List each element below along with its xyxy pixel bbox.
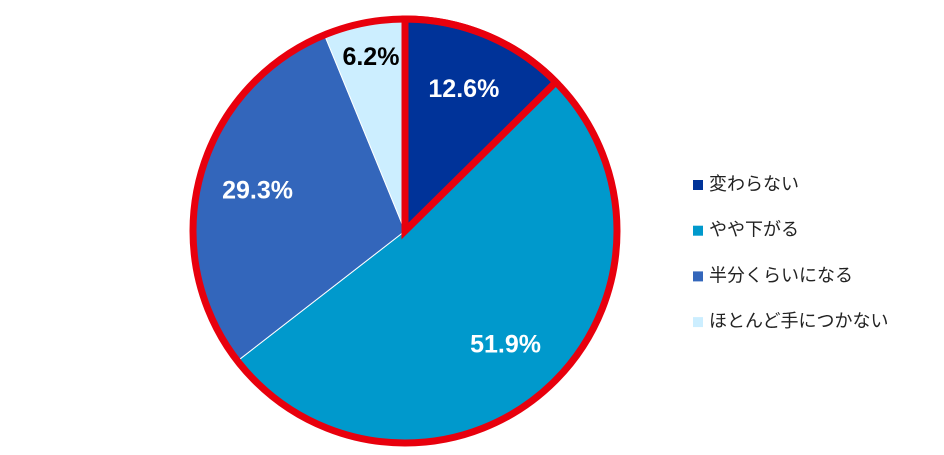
data-label: 51.9% — [470, 330, 541, 358]
legend-swatch — [693, 271, 703, 282]
data-label: 6.2% — [342, 43, 399, 71]
legend-swatch — [693, 180, 703, 190]
legend-label: ほとんど手につかない — [709, 311, 888, 332]
legend-label: 半分くらいになる — [709, 265, 853, 286]
legend-swatch — [693, 317, 703, 328]
legend-label: やや下がる — [709, 220, 799, 241]
highlight-slice-outline — [401, 15, 561, 240]
legend-swatch — [693, 225, 703, 236]
data-label: 29.3% — [222, 176, 293, 204]
legend-label: 変わらない — [709, 174, 799, 195]
data-label: 12.6% — [428, 75, 499, 103]
